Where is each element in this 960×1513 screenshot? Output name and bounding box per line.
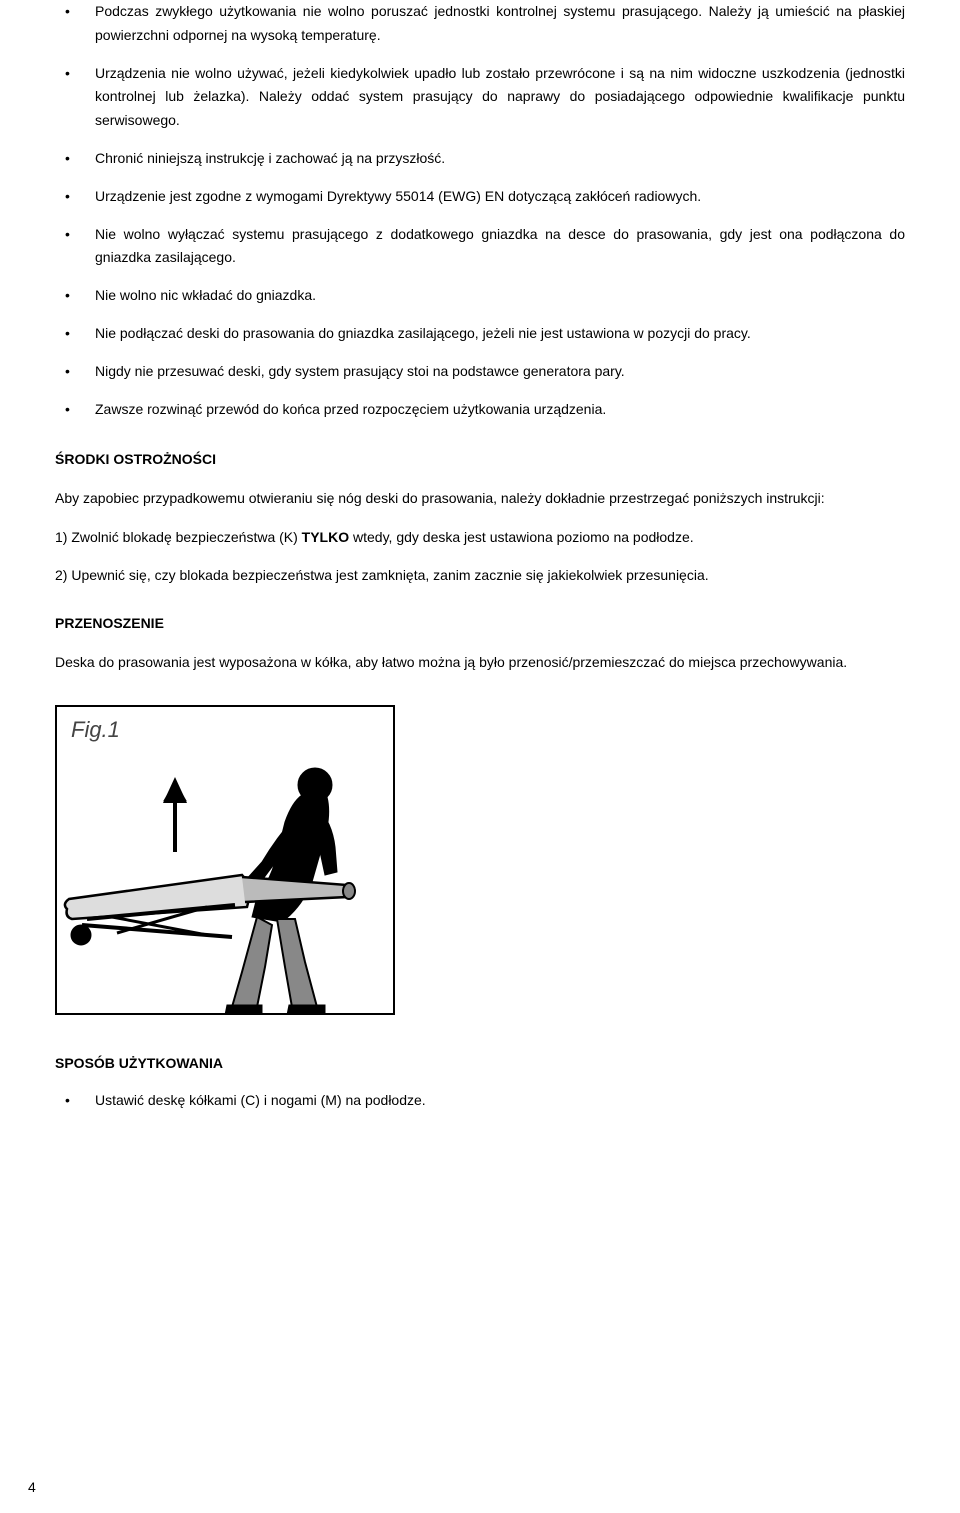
list-item: Ustawić deskę kółkami (C) i nogami (M) n… [55, 1089, 905, 1113]
precautions-item-2: 2) Upewnić się, czy blokada bezpieczeńst… [55, 564, 905, 586]
list-item: Chronić niniejszą instrukcję i zachować … [55, 147, 905, 171]
text-bold: TYLKO [302, 529, 349, 545]
list-item: Nie wolno wyłączać systemu prasującego z… [55, 223, 905, 271]
figure-1: Fig.1 [55, 705, 395, 1015]
page-number: 4 [28, 1479, 36, 1495]
text-prefix: 1) Zwolnić blokadę bezpieczeństwa (K) [55, 529, 302, 545]
list-item: Urządzenie jest zgodne z wymogami Dyrekt… [55, 185, 905, 209]
list-item: Podczas zwykłego użytkowania nie wolno p… [55, 0, 905, 48]
list-item: Urządzenia nie wolno używać, jeżeli kied… [55, 62, 905, 133]
list-item: Nie wolno nic wkładać do gniazdka. [55, 284, 905, 308]
list-item: Nie podłączać deski do prasowania do gni… [55, 322, 905, 346]
text-suffix: wtedy, gdy deska jest ustawiona poziomo … [349, 529, 694, 545]
transport-heading: PRZENOSZENIE [55, 615, 905, 631]
precautions-heading: ŚRODKI OSTROŻNOŚCI [55, 451, 905, 467]
list-item: Zawsze rozwinąć przewód do końca przed r… [55, 398, 905, 422]
precautions-intro: Aby zapobiec przypadkowemu otwieraniu si… [55, 485, 905, 512]
precautions-item-1: 1) Zwolnić blokadę bezpieczeństwa (K) TY… [55, 526, 905, 548]
transport-text: Deska do prasowania jest wyposażona w kó… [55, 649, 905, 676]
usage-bullet-list: Ustawić deskę kółkami (C) i nogami (M) n… [55, 1089, 905, 1113]
list-item: Nigdy nie przesuwać deski, gdy system pr… [55, 360, 905, 384]
safety-bullet-list: Podczas zwykłego użytkowania nie wolno p… [55, 0, 905, 421]
ironing-board-figure-icon [57, 707, 395, 1015]
usage-heading: SPOSÓB UŻYTKOWANIA [55, 1055, 905, 1071]
